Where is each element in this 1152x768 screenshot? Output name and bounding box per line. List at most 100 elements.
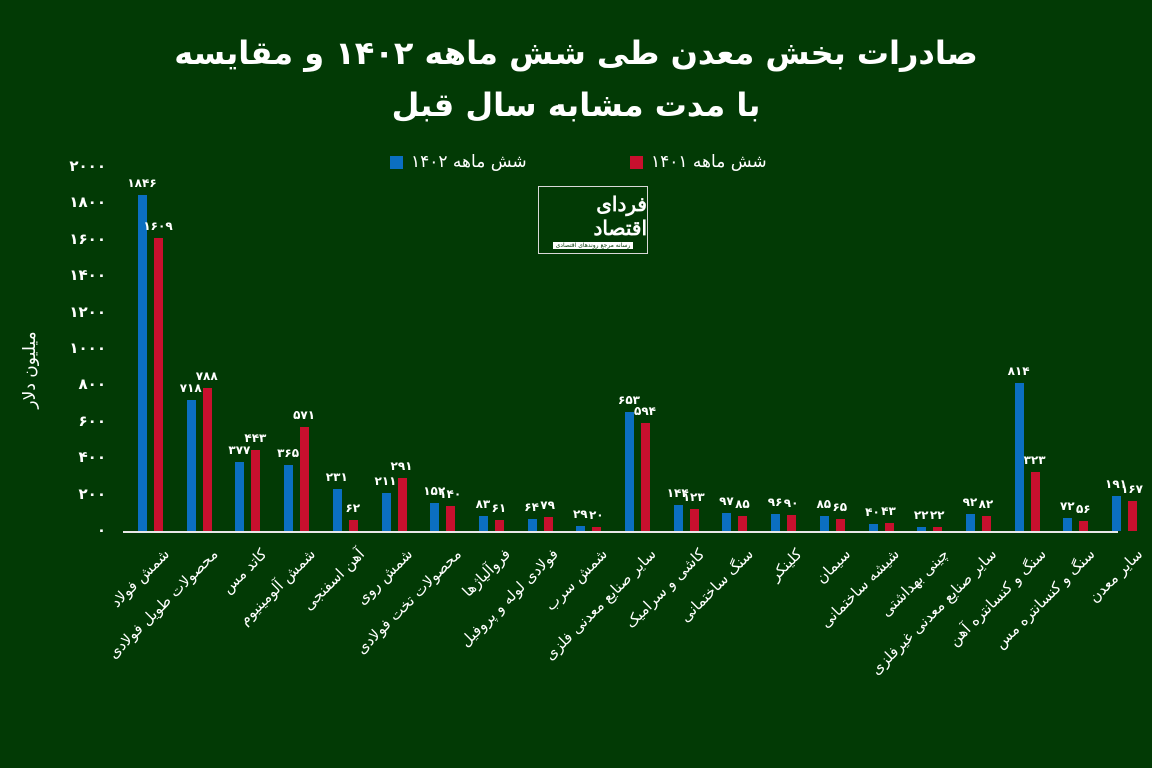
y-axis-label: میلیون دلار <box>20 331 40 409</box>
x-category-label: سیمان <box>812 545 855 587</box>
y-tick-label: ۶۰۰ <box>78 411 106 430</box>
bar-1401 <box>738 515 748 531</box>
bar-value-label: ۸۵ <box>735 496 750 511</box>
bar-1401 <box>397 478 407 531</box>
bar-value-label: ۱۹۱ <box>1105 477 1127 492</box>
bar-1401 <box>494 519 504 531</box>
bar-value-label: ۷۲ <box>1059 498 1075 513</box>
bar-1401 <box>592 527 602 531</box>
bar-value-label: ۹۷ <box>719 494 734 509</box>
y-tick-label: ۰ <box>96 521 106 539</box>
y-tick-label: ۱۶۰۰ <box>69 229 106 248</box>
y-tick-label: ۴۰۰ <box>78 448 106 467</box>
bar-value-label: ۵۹۴ <box>634 403 656 418</box>
bar-value-label: ۵۶ <box>1075 501 1091 516</box>
legend-label-1401: شش ماهه ۱۴۰۱ <box>651 152 767 172</box>
bar-value-label: ۶۵ <box>832 500 848 515</box>
bar-1402 <box>138 195 147 531</box>
y-tick-label: ۱۴۰۰ <box>69 266 106 285</box>
bar-value-label: ۱۲۳ <box>682 489 705 504</box>
bar-value-label: ۸۳ <box>475 496 491 511</box>
bar-1401 <box>933 526 943 531</box>
legend-item-1402: شش ماهه ۱۴۰۲ <box>390 152 527 172</box>
bar-1401 <box>835 519 845 531</box>
bar-value-label: ۸۲ <box>978 497 994 512</box>
bar-1402 <box>819 515 829 531</box>
bar-value-label: ۳۷۷ <box>228 443 251 458</box>
bar-value-label: ۱۴۰ <box>439 486 462 501</box>
bar-value-label: ۶۲ <box>345 500 361 515</box>
bar-1402 <box>1063 517 1073 531</box>
bar-1402 <box>673 504 683 531</box>
bar-1402 <box>965 514 975 531</box>
bar-1402 <box>917 526 927 531</box>
bar-value-label: ۶۱ <box>491 500 507 515</box>
bar-value-label: ۱۶۷ <box>1121 481 1143 496</box>
y-tick-label: ۱۰۰۰ <box>69 339 106 357</box>
bar-1401 <box>1128 500 1137 531</box>
y-tick-label: ۱۸۰۰ <box>69 193 106 212</box>
bar-1401 <box>884 523 894 531</box>
bar-value-label: ۷۸۸ <box>195 368 218 383</box>
bar-1402 <box>186 400 196 531</box>
bar-1402 <box>332 488 342 531</box>
bar-1401 <box>641 422 650 531</box>
bar-value-label: ۶۵۳ <box>618 393 640 408</box>
bar-1401 <box>300 427 310 531</box>
chart-title-line1: صادرات بخش معدن طی شش ماهه ۱۴۰۲ و مقایسه <box>174 34 978 72</box>
bar-1401 <box>446 505 456 531</box>
bar-1402 <box>771 513 781 531</box>
bar-1402 <box>478 515 488 531</box>
bar-value-label: ۵۷۱ <box>293 408 316 423</box>
x-axis-line <box>123 531 1118 533</box>
y-tick-label: ۲۰۰۰ <box>69 157 106 175</box>
publisher-logo: فردای اقتصاد رسانه مرجع روندهای اقتصادی <box>538 186 648 254</box>
bar-value-label: ۳۲۳ <box>1023 453 1046 468</box>
bar-value-label: ۳۶۵ <box>277 445 300 460</box>
bar-value-label: ۸۱۴ <box>1007 363 1030 378</box>
bar-1402 <box>235 462 245 531</box>
bar-1402 <box>284 464 294 531</box>
bar-1402 <box>527 519 537 531</box>
bar-1401 <box>1079 520 1089 531</box>
legend-swatch-red-icon <box>630 155 643 169</box>
bar-value-label: ۴۳ <box>881 504 896 519</box>
bar-1402 <box>868 523 878 531</box>
bar-1401 <box>251 450 261 531</box>
legend-swatch-blue-icon <box>390 155 403 169</box>
bar-value-label: ۲۱۱ <box>374 473 397 488</box>
bar-1401 <box>202 387 212 531</box>
bar-value-label: ۲۲ <box>913 507 929 522</box>
bar-value-label: ۲۹ <box>572 506 588 521</box>
bar-value-label: ۹۲ <box>962 495 978 510</box>
x-category-label: کلینکر <box>766 545 806 585</box>
bar-value-label: ۴۰ <box>865 504 880 519</box>
bar-1402 <box>625 412 634 531</box>
y-tick-label: ۸۰۰ <box>78 375 106 394</box>
bar-1401 <box>543 516 553 531</box>
bar-value-label: ۲۹۱ <box>390 459 413 474</box>
bar-value-label: ۹۰ <box>783 495 799 510</box>
bar-value-label: ۹۶ <box>767 494 783 509</box>
bar-value-label: ۱۵۲ <box>423 484 446 499</box>
bar-1402 <box>381 492 391 531</box>
y-tick-label: ۱۲۰۰ <box>69 302 106 321</box>
logo-tagline: رسانه مرجع روندهای اقتصادی <box>552 241 634 249</box>
bar-1402 <box>430 503 440 531</box>
bar-1401 <box>787 514 797 531</box>
bar-value-label: ۶۴ <box>524 500 539 515</box>
bar-value-label: ۱۶۰۹ <box>143 219 173 234</box>
bar-value-label: ۷۹ <box>540 497 555 512</box>
bar-1401 <box>981 516 991 531</box>
bar-1402 <box>576 525 586 531</box>
bar-1402 <box>722 513 732 531</box>
logo-name: فردای اقتصاد <box>593 191 648 240</box>
bar-value-label: ۸۵ <box>816 496 832 511</box>
bar-value-label: ۱۸۴۶ <box>127 176 157 191</box>
bar-1402 <box>1112 496 1121 531</box>
bar-1401 <box>689 508 699 531</box>
bar-1401 <box>1030 472 1040 531</box>
chart-title-line2: با مدت مشابه سال قبل <box>391 86 761 124</box>
bar-1402 <box>1014 382 1024 531</box>
bar-value-label: ۱۴۴ <box>666 485 689 500</box>
